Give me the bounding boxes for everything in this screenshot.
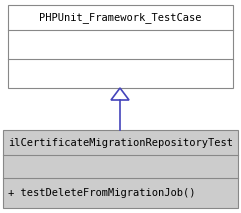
Text: PHPUnit_Framework_TestCase: PHPUnit_Framework_TestCase: [39, 12, 202, 23]
Bar: [8, 5, 233, 88]
Text: + testDeleteFromMigrationJob(): + testDeleteFromMigrationJob(): [8, 188, 195, 198]
Bar: [3, 130, 238, 208]
Polygon shape: [111, 88, 129, 100]
Text: ilCertificateMigrationRepositoryTest: ilCertificateMigrationRepositoryTest: [8, 138, 233, 147]
